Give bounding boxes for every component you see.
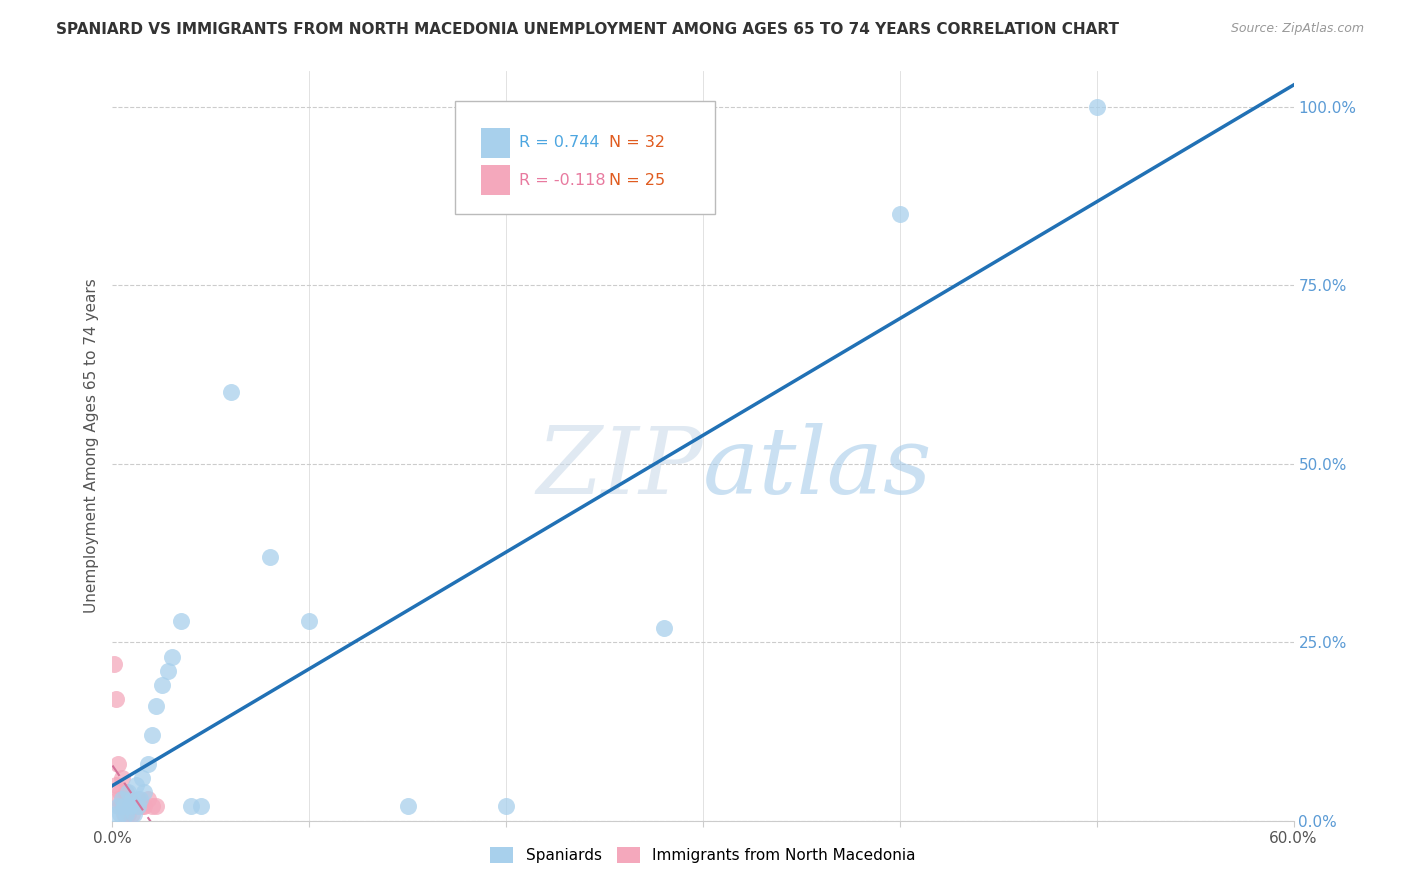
Point [160,649,183,664]
Point [111,792,134,806]
Text: R = -0.118: R = -0.118 [519,172,606,187]
Point [1085,100,1108,114]
Point [115,806,138,821]
Point [132,799,155,814]
Point [889,207,911,221]
Point [259,549,281,564]
Point [127,799,149,814]
Text: ZIP: ZIP [536,424,703,514]
Y-axis label: Unemployment Among Ages 65 to 74 years: Unemployment Among Ages 65 to 74 years [83,278,98,614]
Text: N = 25: N = 25 [609,172,665,187]
Point [180,799,202,814]
Text: N = 32: N = 32 [609,135,665,150]
Point [652,621,675,635]
Point [122,799,145,814]
Point [107,792,129,806]
Point [103,657,125,671]
Point [125,799,148,814]
Point [129,792,152,806]
Text: SPANIARD VS IMMIGRANTS FROM NORTH MACEDONIA UNEMPLOYMENT AMONG AGES 65 TO 74 YEA: SPANIARD VS IMMIGRANTS FROM NORTH MACEDO… [56,22,1119,37]
Bar [481,128,510,158]
Point [115,785,138,799]
Point [136,792,159,806]
Point [132,785,155,799]
Text: atlas: atlas [703,424,932,514]
Point [150,678,173,692]
Point [107,756,129,771]
Point [121,799,143,814]
Point [145,699,167,714]
Point [120,792,142,806]
Text: Source: ZipAtlas.com: Source: ZipAtlas.com [1230,22,1364,36]
Point [111,799,134,814]
Point [117,785,139,799]
Point [111,771,134,785]
Point [495,799,517,814]
Point [219,385,242,400]
Point [110,806,132,821]
Text: R = 0.744: R = 0.744 [519,135,599,150]
Point [110,799,132,814]
Point [298,614,321,628]
Point [170,614,193,628]
Bar [481,165,510,195]
Point [127,792,149,806]
Point [136,756,159,771]
Point [117,806,139,821]
Point [125,778,148,792]
Point [112,806,135,821]
Point [396,799,419,814]
Point [112,792,135,806]
FancyBboxPatch shape [456,102,714,214]
Point [105,778,128,792]
Point [120,799,142,814]
Point [190,799,212,814]
Point [105,806,128,821]
Point [131,799,153,814]
Point [105,692,128,706]
Point [145,799,167,814]
Point [141,799,163,814]
Point [112,799,135,814]
Point [156,664,179,678]
Legend: Spaniards, Immigrants from North Macedonia: Spaniards, Immigrants from North Macedon… [484,841,922,869]
Point [131,771,153,785]
Point [141,728,163,742]
Point [117,799,139,814]
Point [121,806,143,821]
Point [107,799,129,814]
Point [121,792,143,806]
Point [110,785,132,799]
Point [122,806,145,821]
